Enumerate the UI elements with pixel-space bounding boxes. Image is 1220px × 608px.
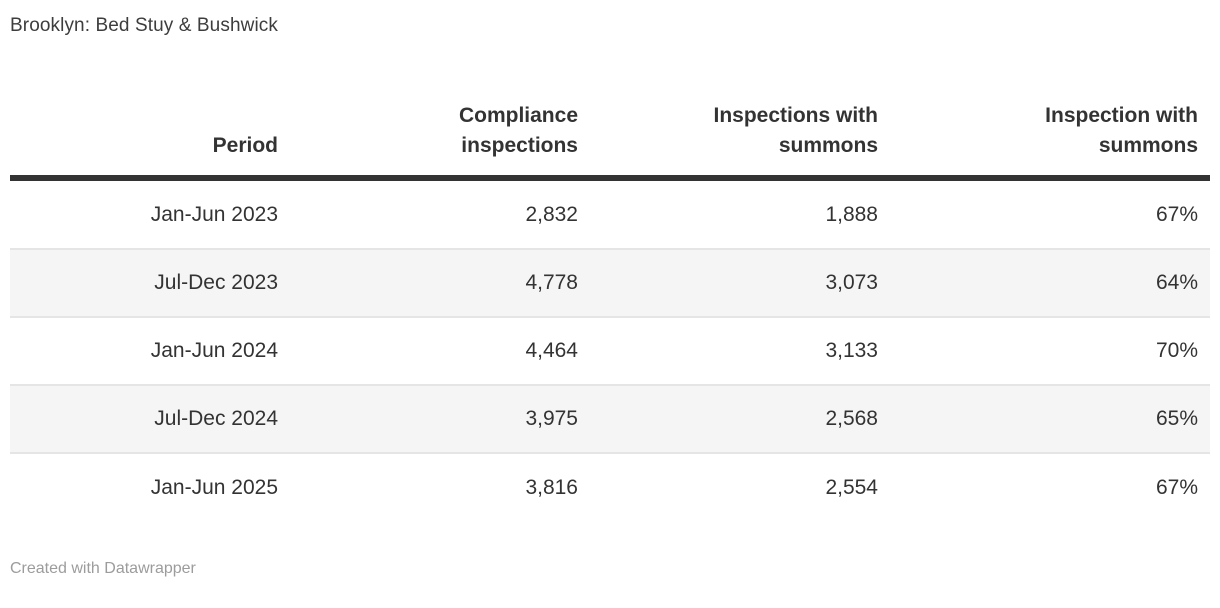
column-header-inspection-with-summons-pct: Inspection with summons bbox=[890, 101, 1210, 181]
table-row: Jan-Jun 2023 2,832 1,888 67% bbox=[10, 178, 1210, 249]
cell-compliance-inspections: 4,778 bbox=[525, 271, 578, 294]
data-table: Period Compliance inspections Inspection… bbox=[10, 101, 1210, 521]
table-row: Jul-Dec 2023 4,778 3,073 64% bbox=[10, 249, 1210, 317]
table-row: Jan-Jun 2024 4,464 3,133 70% bbox=[10, 317, 1210, 385]
cell-inspections-with-summons: 2,554 bbox=[825, 475, 878, 499]
column-header-label: Inspection with summons bbox=[1045, 104, 1198, 157]
header-row: Period Compliance inspections Inspection… bbox=[10, 101, 1210, 181]
table-header: Period Compliance inspections Inspection… bbox=[10, 101, 1210, 181]
column-header-compliance-inspections: Compliance inspections bbox=[290, 101, 590, 181]
datawrapper-table: Brooklyn: Bed Stuy & Bushwick Period Com… bbox=[10, 15, 1210, 579]
cell-summons-percent: 64% bbox=[1155, 271, 1198, 294]
cell-inspections-with-summons: 1,888 bbox=[825, 202, 878, 226]
table-row: Jul-Dec 2024 3,975 2,568 65% bbox=[10, 385, 1210, 453]
cell-summons-percent: 67% bbox=[1155, 202, 1198, 226]
cell-inspections-with-summons: 3,073 bbox=[825, 271, 878, 294]
attribution-text: Created with bbox=[10, 560, 105, 577]
column-header-inspections-with-summons: Inspections with summons bbox=[590, 101, 890, 181]
cell-compliance-inspections: 4,464 bbox=[525, 339, 578, 362]
column-header-label: Period bbox=[212, 134, 278, 157]
cell-summons-percent: 65% bbox=[1155, 407, 1198, 430]
cell-inspections-with-summons: 3,133 bbox=[825, 339, 878, 362]
table-row: Jan-Jun 2025 3,816 2,554 67% bbox=[10, 453, 1210, 521]
cell-inspections-with-summons: 2,568 bbox=[825, 407, 878, 430]
column-header-period: Period bbox=[10, 101, 290, 181]
column-header-label: Compliance inspections bbox=[458, 104, 578, 157]
cell-compliance-inspections: 3,816 bbox=[525, 475, 578, 499]
cell-period: Jul-Dec 2023 bbox=[154, 271, 278, 294]
datawrapper-link[interactable]: Datawrapper bbox=[104, 560, 196, 577]
attribution: Created with Datawrapper bbox=[10, 558, 1210, 579]
cell-compliance-inspections: 3,975 bbox=[525, 407, 578, 430]
cell-period: Jan-Jun 2024 bbox=[150, 339, 278, 362]
cell-summons-percent: 70% bbox=[1155, 339, 1198, 362]
cell-period: Jan-Jun 2025 bbox=[150, 475, 278, 499]
column-header-label: Inspections with summons bbox=[713, 104, 878, 157]
cell-summons-percent: 67% bbox=[1155, 475, 1198, 499]
cell-compliance-inspections: 2,832 bbox=[525, 202, 578, 226]
cell-period: Jul-Dec 2024 bbox=[154, 407, 278, 430]
cell-period: Jan-Jun 2023 bbox=[150, 202, 278, 226]
chart-title: Brooklyn: Bed Stuy & Bushwick bbox=[10, 15, 278, 36]
table-body: Jan-Jun 2023 2,832 1,888 67% Jul-Dec 202… bbox=[10, 178, 1210, 521]
